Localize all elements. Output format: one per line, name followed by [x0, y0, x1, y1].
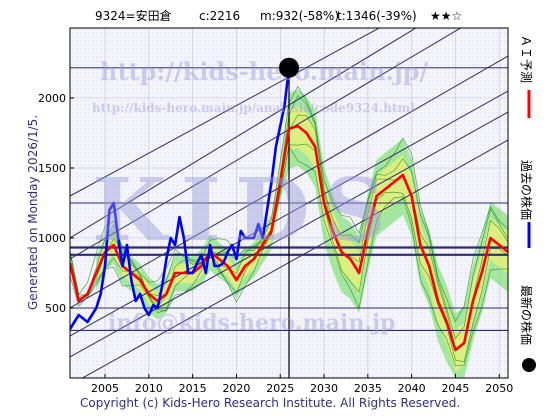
legend-past-label: 過去の株価	[519, 160, 534, 220]
watermark-url-main: http://kids-hero.main.jp/	[100, 57, 428, 86]
forecast-band-yellow	[96, 105, 508, 372]
copyright-footer: Copyright (c) Kids-Hero Research Institu…	[80, 396, 460, 410]
plot-area	[70, 28, 508, 378]
chart-title-target: t:1346(-39%)	[337, 9, 417, 23]
chart-title-code: 9324=安田倉	[95, 8, 172, 23]
chart-title-stars: ★★☆	[430, 9, 462, 23]
generated-note: Generated on Monday 2026/1/5.	[26, 115, 40, 310]
watermark-email: info@kids-hero.main.jp	[108, 310, 395, 336]
x-tick-label: 2040	[398, 382, 426, 395]
x-tick-label: 2025	[266, 382, 294, 395]
x-tick-label: 2045	[441, 382, 469, 395]
watermark-url-analysis: http://kids-hero.main.jp/analysis/code93…	[92, 101, 415, 115]
chart-title-current: c:2216	[199, 9, 240, 23]
watermark-logo: KIDS	[92, 160, 400, 261]
x-tick-label: 2050	[485, 382, 513, 395]
axes: 2005 2010 2015 2020 2025 2030 2035 2040 2045 2050…	[38, 92, 513, 395]
legend-latest-label: 最新の株価	[519, 285, 534, 345]
x-tick-label: 2030	[310, 382, 338, 395]
x-tick-label: 2020	[222, 382, 250, 395]
series-line-ai-forecast	[70, 124, 508, 352]
legend: ＡＩ予測 過去の株価 最新の株価	[519, 35, 536, 372]
x-tick-label: 2005	[91, 382, 119, 395]
x-tick-label: 2010	[135, 382, 163, 395]
x-tick-label: 2015	[179, 382, 207, 395]
chart-title-mid: m:932(-58%)	[260, 9, 339, 23]
current-price-marker	[279, 57, 299, 78]
legend-latest-swatch	[522, 358, 536, 372]
plot-border	[69, 27, 509, 379]
y-tick-label: 1000	[38, 232, 66, 245]
y-tick-label: 500	[45, 302, 66, 315]
legend-ai-label: ＡＩ予測	[519, 35, 533, 83]
y-tick-label: 1500	[38, 162, 66, 175]
series-line-past-price	[70, 67, 291, 330]
y-tick-label: 2000	[38, 92, 66, 105]
x-tick-label: 2035	[354, 382, 382, 395]
